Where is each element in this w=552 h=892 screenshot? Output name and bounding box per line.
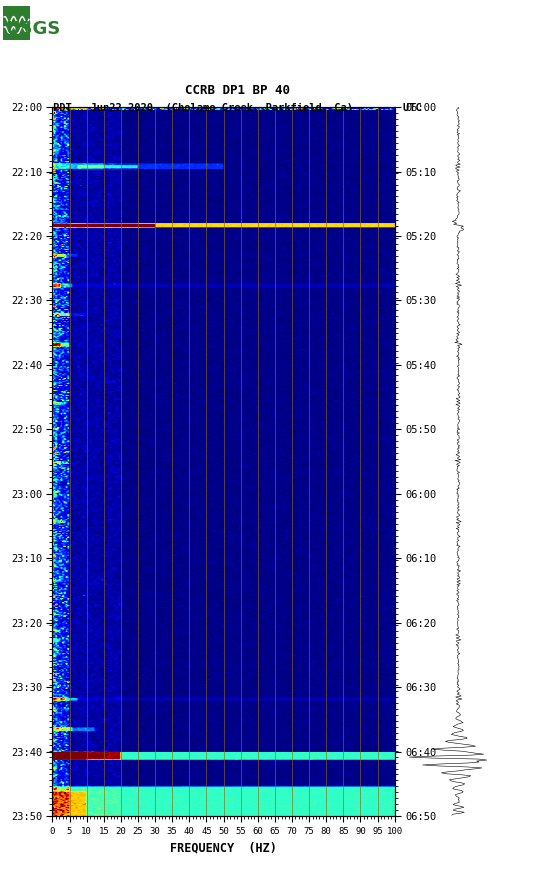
Text: CCRB DP1 BP 40: CCRB DP1 BP 40 bbox=[185, 84, 290, 96]
X-axis label: FREQUENCY  (HZ): FREQUENCY (HZ) bbox=[170, 841, 277, 855]
Text: PDT   Jun22,2020  (Cholame Creek, Parkfield, Ca)        UTC: PDT Jun22,2020 (Cholame Creek, Parkfield… bbox=[53, 103, 422, 112]
Text: USGS: USGS bbox=[6, 20, 61, 37]
